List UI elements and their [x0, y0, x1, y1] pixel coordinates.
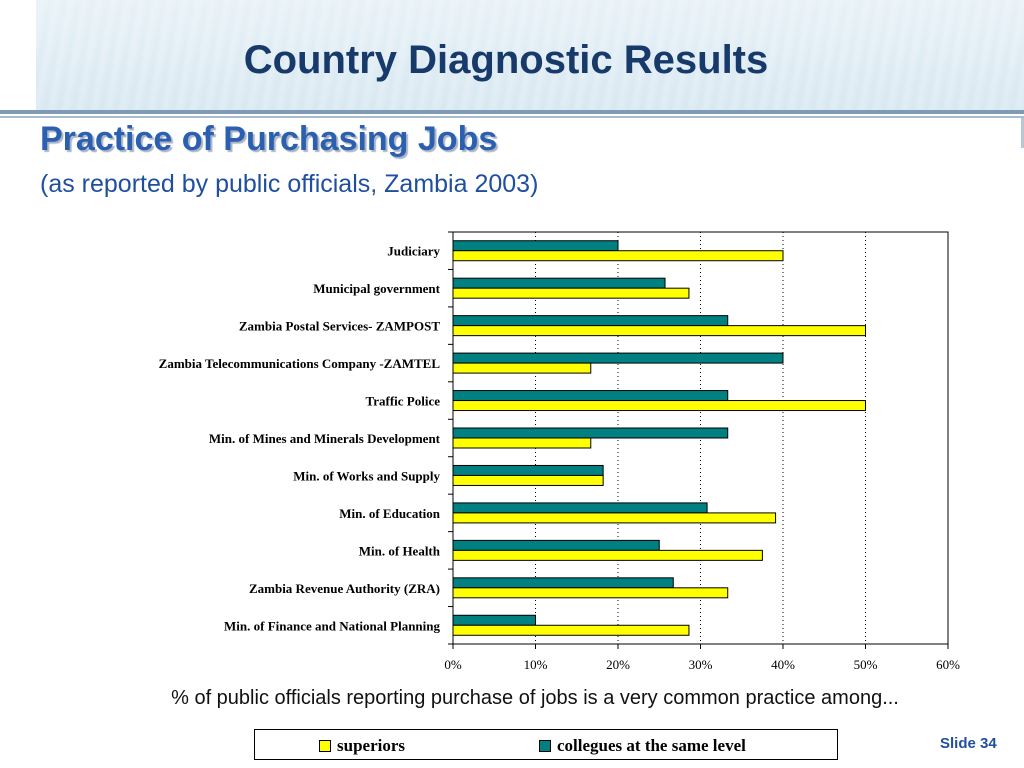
header-banner [36, 0, 1024, 110]
bar-colleagues [452, 427, 729, 439]
category-label: Zambia Postal Services- ZAMPOST [239, 319, 440, 334]
category-label: Min. of Finance and National Planning [224, 618, 440, 633]
x-tick-label: 10% [524, 657, 548, 672]
x-tick-label: 20% [606, 657, 630, 672]
category-label: Min. of Mines and Minerals Development [209, 431, 441, 446]
edge-accent [1021, 118, 1024, 148]
category-label: Min. of Works and Supply [293, 468, 440, 483]
bar-superiors [452, 512, 777, 524]
bar-superiors [452, 549, 763, 561]
x-tick-label: 30% [689, 657, 713, 672]
bar-colleagues [452, 390, 729, 402]
legend-swatch-superiors [319, 740, 331, 752]
bar-superiors [452, 287, 690, 299]
chart-subheading: (as reported by public officials, Zambia… [40, 170, 539, 198]
legend-swatch-colleagues [539, 740, 551, 752]
category-label: Zambia Revenue Authority (ZRA) [249, 581, 440, 596]
bar-colleagues [452, 464, 604, 476]
header-banner-texture [36, 0, 1024, 110]
x-tick-label: 0% [444, 657, 462, 672]
bar-chart: Judiciary Municipal government Zambia Post… [159, 231, 960, 672]
category-label: Traffic Police [366, 394, 441, 409]
bar-colleagues [452, 315, 729, 327]
category-label: Min. of Education [339, 506, 441, 521]
header-divider [0, 110, 1024, 114]
chart-legend: superiors collegues at the same level [254, 729, 838, 760]
category-label: Min. of Health [359, 543, 441, 558]
x-tick-label: 60% [936, 657, 960, 672]
header-divider-thin [0, 116, 1024, 118]
bar-colleagues [452, 614, 536, 626]
category-label: Municipal government [313, 281, 440, 296]
category-label: Judiciary [387, 244, 440, 259]
chart-heading: Practice of Purchasing Jobs [40, 120, 498, 158]
bar-colleagues [452, 502, 708, 514]
slide-number: Slide 34 [940, 735, 997, 752]
page-title: Country Diagnostic Results [243, 38, 769, 82]
x-tick-label: 50% [854, 657, 878, 672]
bar-superiors [452, 325, 866, 337]
legend-label-colleagues: collegues at the same level [557, 736, 746, 755]
legend-item-colleagues: collegues at the same level [539, 736, 746, 756]
legend-label-superiors: superiors [337, 736, 405, 755]
x-tick-label: 40% [771, 657, 795, 672]
bar-superiors [452, 437, 592, 449]
category-label: Zambia Telecommunications Company -ZAMTE… [159, 356, 441, 371]
bar-colleagues [452, 277, 666, 289]
bar-superiors [452, 362, 592, 374]
bar-superiors [452, 474, 604, 486]
bar-colleagues [452, 240, 619, 252]
bar-colleagues [452, 539, 660, 551]
bar-superiors [452, 624, 690, 636]
bar-superiors [452, 400, 866, 412]
bar-superiors [452, 250, 784, 262]
legend-item-superiors: superiors [319, 736, 405, 756]
bar-colleagues [452, 352, 784, 364]
bar-superiors [452, 587, 729, 599]
bar-colleagues [452, 577, 674, 589]
chart-note: % of public officials reporting purchase… [171, 687, 899, 709]
